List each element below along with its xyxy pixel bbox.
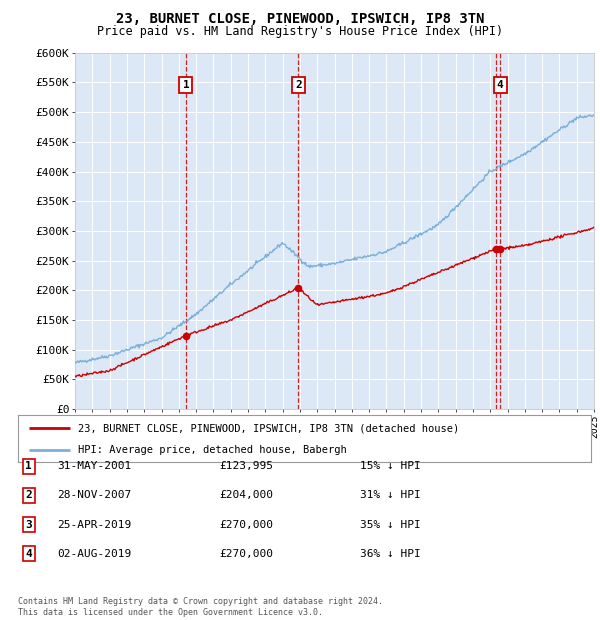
Text: 3: 3 — [25, 520, 32, 529]
Text: 02-AUG-2019: 02-AUG-2019 — [57, 549, 131, 559]
Text: £270,000: £270,000 — [219, 520, 273, 529]
Text: 1: 1 — [182, 81, 189, 91]
Text: 23, BURNET CLOSE, PINEWOOD, IPSWICH, IP8 3TN (detached house): 23, BURNET CLOSE, PINEWOOD, IPSWICH, IP8… — [78, 423, 460, 433]
Text: 1: 1 — [25, 461, 32, 471]
Text: 4: 4 — [497, 81, 503, 91]
Text: 2: 2 — [25, 490, 32, 500]
Text: 36% ↓ HPI: 36% ↓ HPI — [360, 549, 421, 559]
Text: 31% ↓ HPI: 31% ↓ HPI — [360, 490, 421, 500]
Text: 25-APR-2019: 25-APR-2019 — [57, 520, 131, 529]
Text: 2: 2 — [295, 81, 302, 91]
Text: £270,000: £270,000 — [219, 549, 273, 559]
Text: 4: 4 — [25, 549, 32, 559]
Text: 31-MAY-2001: 31-MAY-2001 — [57, 461, 131, 471]
Text: 28-NOV-2007: 28-NOV-2007 — [57, 490, 131, 500]
Text: Contains HM Land Registry data © Crown copyright and database right 2024.
This d: Contains HM Land Registry data © Crown c… — [18, 598, 383, 617]
Text: HPI: Average price, detached house, Babergh: HPI: Average price, detached house, Babe… — [78, 445, 347, 455]
Text: Price paid vs. HM Land Registry's House Price Index (HPI): Price paid vs. HM Land Registry's House … — [97, 25, 503, 38]
Text: £123,995: £123,995 — [219, 461, 273, 471]
Text: 23, BURNET CLOSE, PINEWOOD, IPSWICH, IP8 3TN: 23, BURNET CLOSE, PINEWOOD, IPSWICH, IP8… — [116, 12, 484, 27]
Text: £204,000: £204,000 — [219, 490, 273, 500]
Text: 35% ↓ HPI: 35% ↓ HPI — [360, 520, 421, 529]
Text: 15% ↓ HPI: 15% ↓ HPI — [360, 461, 421, 471]
